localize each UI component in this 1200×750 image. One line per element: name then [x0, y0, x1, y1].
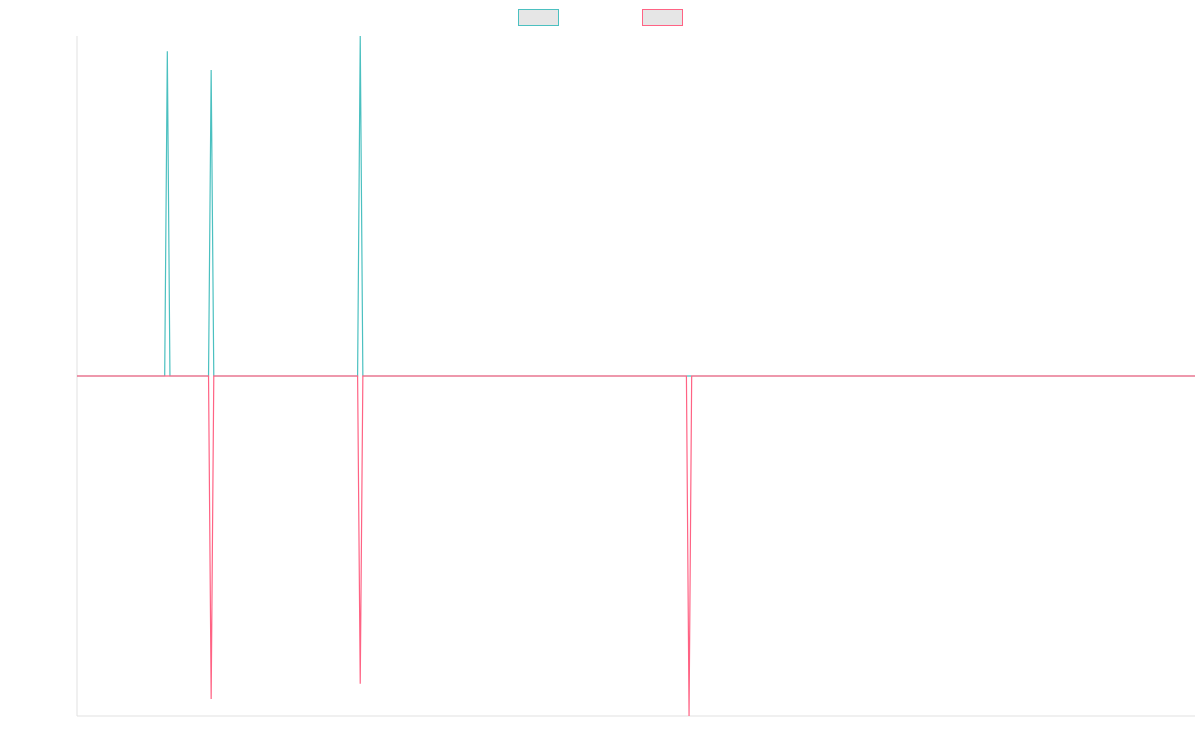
legend-swatch-series-2[interactable] [642, 9, 683, 26]
series-line-1 [77, 35, 1195, 377]
legend-swatch-series-1[interactable] [518, 9, 559, 26]
series-line-2 [77, 375, 1195, 717]
series-layer [77, 35, 1195, 717]
legend [518, 9, 683, 26]
